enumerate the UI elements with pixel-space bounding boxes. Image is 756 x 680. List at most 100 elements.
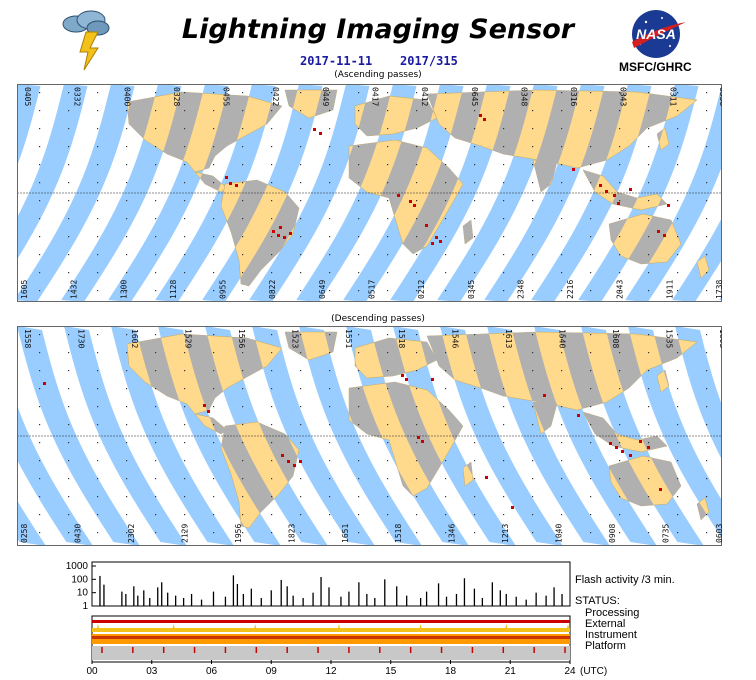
grid-dot — [619, 254, 621, 256]
grid-dot — [532, 460, 534, 462]
grid-dot — [532, 406, 534, 408]
grid-dot — [677, 92, 679, 94]
grid-dot — [358, 388, 360, 390]
grid-dot — [358, 424, 360, 426]
grid-dot — [300, 254, 302, 256]
grid-dot — [474, 478, 476, 480]
x-tick-label: 24 — [564, 666, 576, 677]
grid-dot — [155, 236, 157, 238]
grid-dot — [503, 128, 505, 130]
grid-dot — [619, 478, 621, 480]
grid-dot — [39, 290, 41, 292]
grid-dot — [561, 146, 563, 148]
grid-dot — [213, 532, 215, 534]
grid-dot — [184, 236, 186, 238]
grid-dot — [619, 272, 621, 274]
map-frame — [17, 84, 722, 302]
orbit-swath — [346, 326, 469, 546]
grid-dot — [648, 254, 650, 256]
pass-time-top: 0311 — [668, 87, 677, 106]
grid-dot — [155, 406, 157, 408]
grid-dot — [300, 370, 302, 372]
grid-dot — [242, 352, 244, 354]
grid-dot — [677, 496, 679, 498]
grid-dot — [648, 128, 650, 130]
grid-dot — [706, 532, 708, 534]
grid-dot — [648, 514, 650, 516]
pass-time-bottom: 1738 — [715, 280, 722, 299]
grid-dot — [590, 334, 592, 336]
grid-dot — [184, 388, 186, 390]
flash-plot-frame — [91, 561, 571, 607]
night-swath — [414, 90, 534, 286]
grid-dot — [242, 406, 244, 408]
lightning-flash — [605, 190, 608, 193]
grid-dot — [329, 370, 331, 372]
descending-caption: (Descending passes) — [331, 314, 425, 324]
grid-dot — [445, 352, 447, 354]
grid-dot — [474, 532, 476, 534]
grid-dot — [213, 460, 215, 462]
grid-dot — [242, 478, 244, 480]
lightning-flash — [615, 446, 618, 449]
y-tick-label: 100 — [71, 574, 88, 585]
grid-dot — [213, 496, 215, 498]
grid-dot — [329, 442, 331, 444]
grid-dot — [474, 218, 476, 220]
status-title: STATUS: — [575, 595, 620, 607]
grid-dot — [561, 218, 563, 220]
grid-dot — [329, 352, 331, 354]
grid-dot — [358, 182, 360, 184]
grid-dot — [329, 532, 331, 534]
grid-dot — [271, 236, 273, 238]
grid-dot — [532, 128, 534, 130]
grid-dot — [271, 290, 273, 292]
grid-dot — [39, 388, 41, 390]
grid-dot — [416, 442, 418, 444]
grid-dot — [416, 352, 418, 354]
lightning-flash — [609, 442, 612, 445]
grid-dot — [416, 236, 418, 238]
grid-dot — [155, 110, 157, 112]
night-swath — [508, 90, 628, 286]
lightning-flash — [599, 184, 602, 187]
grid-dot — [474, 254, 476, 256]
grid-dot — [619, 290, 621, 292]
grid-dot — [503, 110, 505, 112]
pass-time-top: 1551 — [344, 329, 353, 348]
external-event — [418, 624, 423, 632]
grid-dot — [619, 128, 621, 130]
grid-dot — [271, 110, 273, 112]
grid-dot — [474, 496, 476, 498]
grid-dot — [329, 496, 331, 498]
grid-dot — [532, 254, 534, 256]
pass-time-bottom: 2302 — [127, 524, 136, 543]
grid-dot — [474, 182, 476, 184]
grid-dot — [184, 128, 186, 130]
grid-dot — [155, 92, 157, 94]
grid-dot — [561, 164, 563, 166]
platform-band — [92, 646, 570, 660]
grid-dot — [242, 200, 244, 202]
grid-dot — [184, 164, 186, 166]
pass-time-bottom: 0603 — [715, 524, 722, 543]
grid-dot — [532, 164, 534, 166]
grid-dot — [68, 352, 70, 354]
x-tick-label: 09 — [266, 666, 278, 677]
grid-dot — [242, 146, 244, 148]
lightning-flash — [639, 440, 642, 443]
grid-dot — [706, 92, 708, 94]
grid-dot — [358, 496, 360, 498]
x-tick-label: 12 — [325, 666, 337, 677]
grid-dot — [126, 352, 128, 354]
grid-dot — [242, 254, 244, 256]
grid-dot — [445, 496, 447, 498]
lightning-flash — [417, 436, 420, 439]
grid-dot — [271, 406, 273, 408]
grid-dot — [97, 352, 99, 354]
grid-dot — [358, 370, 360, 372]
orbit-swath — [17, 84, 88, 260]
grid-dot — [126, 388, 128, 390]
pass-time-bottom: 0345 — [467, 280, 476, 299]
